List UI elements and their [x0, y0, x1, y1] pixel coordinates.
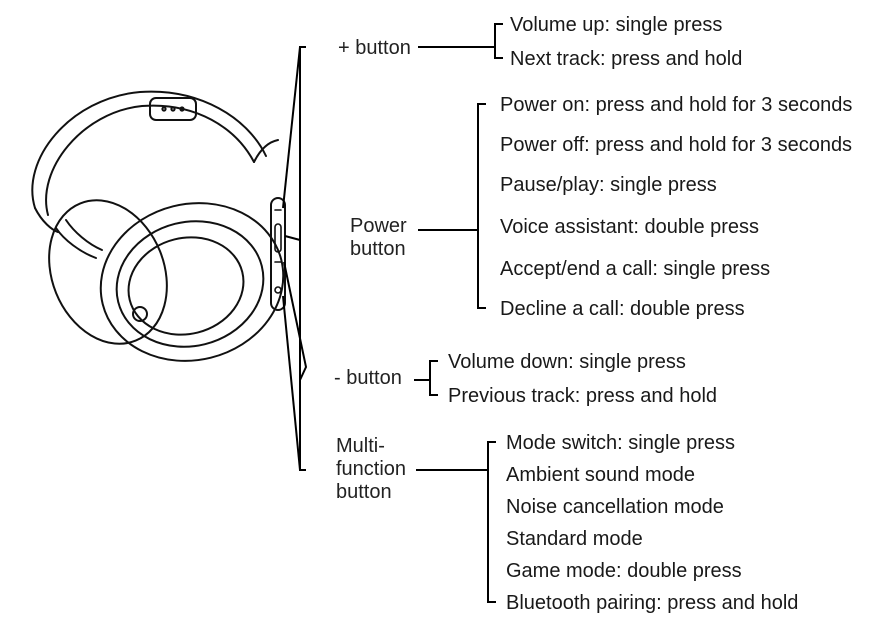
- action-power-4: Accept/end a call: single press: [500, 257, 770, 282]
- action-power-0: Power on: press and hold for 3 seconds: [500, 93, 852, 118]
- action-power-2: Pause/play: single press: [500, 173, 717, 198]
- action-minus-1: Previous track: press and hold: [448, 384, 717, 409]
- action-multi-0: Mode switch: single press: [506, 431, 735, 456]
- action-multi-3: Standard mode: [506, 527, 643, 552]
- action-power-5: Decline a call: double press: [500, 297, 745, 322]
- action-plus-1: Next track: press and hold: [510, 47, 742, 72]
- label-power-button: Power button: [350, 215, 407, 261]
- action-multi-2: Noise cancellation mode: [506, 495, 724, 520]
- action-multi-4: Game mode: double press: [506, 559, 742, 584]
- label-plus-button: + button: [338, 37, 411, 60]
- label-minus-button: - button: [334, 367, 402, 390]
- action-minus-0: Volume down: single press: [448, 350, 686, 375]
- action-multi-1: Ambient sound mode: [506, 463, 695, 488]
- action-multi-5: Bluetooth pairing: press and hold: [506, 591, 798, 616]
- label-multi-button: Multi- function button: [336, 435, 406, 504]
- action-plus-0: Volume up: single press: [510, 13, 722, 38]
- action-power-1: Power off: press and hold for 3 seconds: [500, 133, 852, 158]
- action-power-3: Voice assistant: double press: [500, 215, 759, 240]
